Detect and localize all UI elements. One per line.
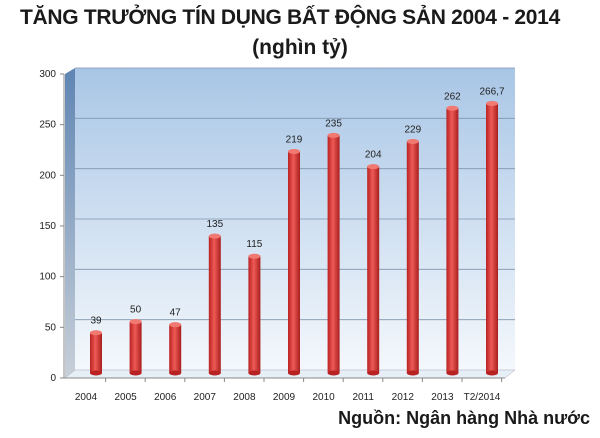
bar-bottom: [208, 370, 221, 376]
data-label: 50: [130, 305, 142, 316]
x-tick-label: 2007: [194, 392, 217, 403]
bar-top: [248, 253, 261, 259]
y-tick-label: 150: [39, 221, 56, 232]
bar: [248, 256, 261, 373]
data-label: 229: [404, 124, 421, 135]
bar: [208, 236, 221, 373]
bar: [129, 321, 142, 373]
bar-top: [486, 101, 498, 107]
data-label: 219: [286, 135, 303, 146]
chart-subtitle: (nghìn tỷ): [252, 36, 348, 59]
data-label: 235: [325, 118, 342, 129]
x-tick-label: 2008: [233, 392, 256, 403]
x-tick-label: 2005: [114, 392, 137, 403]
source-note: Nguồn: Ngân hàng Nhà nước: [338, 408, 590, 428]
data-label: 204: [365, 150, 382, 161]
bar: [406, 141, 419, 373]
bar-bottom: [129, 370, 142, 376]
data-label: 135: [206, 219, 223, 230]
bar-bottom: [248, 370, 261, 376]
bar: [367, 166, 380, 373]
x-tick-label: 2012: [392, 392, 415, 403]
bar-bottom: [90, 370, 102, 376]
bar-top: [406, 138, 419, 144]
bar-bottom: [486, 370, 498, 376]
bar-bottom: [446, 370, 459, 376]
y-tick-label: 50: [45, 322, 57, 333]
bar: [446, 108, 459, 374]
bar-bottom: [327, 370, 340, 376]
bar-top: [327, 132, 340, 138]
y-tick-label: 250: [39, 120, 56, 131]
data-label: 115: [246, 239, 262, 250]
bar-top: [169, 322, 182, 328]
y-tick-label: 100: [39, 272, 56, 283]
bar-bottom: [169, 370, 182, 376]
data-label: 39: [90, 316, 102, 327]
bar: [169, 324, 182, 373]
x-tick-label: 2013: [431, 392, 454, 403]
x-tick-label: 2006: [154, 392, 177, 403]
bar-top: [288, 149, 300, 155]
x-tick-label: 2011: [352, 392, 374, 403]
bar-bottom: [367, 370, 380, 376]
bar: [486, 103, 498, 373]
y-tick-label: 300: [39, 69, 56, 80]
bar: [90, 332, 102, 373]
bar-top: [129, 319, 142, 325]
bar-top: [367, 164, 380, 170]
side-wall: [65, 68, 75, 378]
y-tick-label: 200: [39, 170, 56, 181]
x-tick-label: 2010: [312, 392, 335, 403]
data-label: 47: [170, 308, 182, 319]
data-label: 266,7: [479, 87, 504, 98]
chart-title: TĂNG TRƯỞNG TÍN DỤNG BẤT ĐỘNG SẢN 2004 -…: [20, 6, 560, 29]
bar-bottom: [406, 370, 419, 376]
x-tick-label: T2/2014: [464, 392, 501, 403]
bar-bottom: [288, 370, 300, 376]
y-tick-label: 0: [50, 373, 56, 384]
data-label: 262: [444, 91, 461, 102]
bar-top: [446, 105, 459, 111]
x-tick-label: 2004: [75, 392, 98, 403]
bar: [288, 151, 300, 373]
x-tick-label: 2009: [273, 392, 296, 403]
bar-top: [208, 233, 221, 239]
bar: [327, 135, 340, 373]
bar-top: [90, 330, 102, 336]
